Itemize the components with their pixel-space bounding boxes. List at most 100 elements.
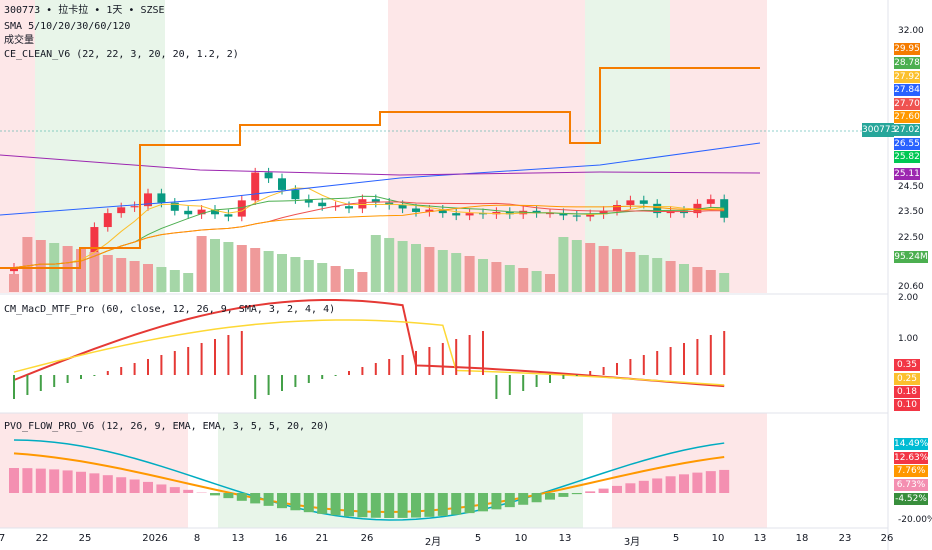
macd-hist-bar bbox=[187, 347, 190, 375]
volume-bar bbox=[464, 256, 475, 292]
candle-body bbox=[425, 209, 434, 212]
last-price-badge[interactable]: 300773 bbox=[862, 123, 897, 137]
pvo-hist-bar bbox=[464, 493, 475, 514]
candle-body bbox=[318, 202, 327, 207]
x-axis-label: 25 bbox=[78, 533, 92, 544]
volume-bar bbox=[437, 250, 448, 292]
volume-bar bbox=[411, 244, 421, 292]
x-axis-label: 13 bbox=[753, 533, 767, 544]
volume-bar bbox=[571, 240, 582, 292]
candle-body bbox=[626, 200, 635, 205]
volume-bar bbox=[303, 260, 314, 292]
volume-bar bbox=[491, 262, 502, 292]
macd-hist-bar bbox=[709, 335, 712, 375]
pvo-hist-bar bbox=[638, 480, 649, 493]
macd-hist-bar bbox=[535, 375, 538, 387]
volume-bar bbox=[612, 249, 622, 292]
macd-hist-bar bbox=[441, 343, 444, 375]
x-axis-label: 13 bbox=[231, 533, 245, 544]
volume-bar bbox=[22, 237, 33, 292]
macd-hist-bar bbox=[549, 375, 551, 383]
macd-hist-bar bbox=[468, 335, 471, 375]
candle-body bbox=[103, 213, 112, 228]
volume-bar bbox=[116, 258, 127, 292]
macd-hist-bar bbox=[562, 375, 565, 379]
symbol-legend[interactable]: 300773 • 拉卡拉 • 1天 • SZSE bbox=[4, 4, 165, 17]
pvo-hist-bar bbox=[518, 493, 529, 505]
volume-bar bbox=[317, 263, 328, 292]
pvo-hist-bar bbox=[705, 471, 716, 493]
pvo-hist-bar bbox=[76, 471, 86, 493]
candle-body bbox=[505, 211, 514, 215]
price-tag: 25.82 bbox=[894, 151, 920, 163]
pvo-tag: 12.63% bbox=[894, 452, 929, 464]
pvo-legend[interactable]: PVO_FLOW_PRO_V6 (12, 26, 9, EMA, EMA, 3,… bbox=[4, 421, 330, 432]
pvo-hist-bar bbox=[370, 493, 381, 518]
macd-hist-bar bbox=[321, 375, 324, 379]
candle-body bbox=[465, 213, 474, 216]
macd-hist-bar bbox=[307, 375, 310, 383]
price-axis-label: 32.00 bbox=[898, 26, 924, 36]
macd-hist-bar bbox=[147, 359, 149, 375]
pvo-hist-bar bbox=[531, 493, 542, 503]
macd-hist-bar bbox=[401, 355, 404, 375]
candle-body bbox=[224, 214, 233, 217]
ce-clean-legend[interactable]: CE_CLEAN_V6 (22, 22, 3, 20, 20, 1.2, 2) bbox=[4, 49, 239, 60]
x-axis-label: 18 bbox=[795, 533, 809, 544]
macd-legend[interactable]: CM_MacD_MTF_Pro (60, close, 12, 26, 9, S… bbox=[4, 304, 336, 315]
macd-hist-bar bbox=[575, 375, 578, 376]
pvo-hist-bar bbox=[491, 493, 502, 510]
volume-bar bbox=[518, 268, 529, 292]
pvo-hist-bar bbox=[156, 484, 167, 493]
candle-body bbox=[479, 213, 487, 215]
pvo-hist-bar bbox=[437, 493, 448, 516]
volume-bar bbox=[598, 246, 609, 292]
price-tag: 27.60 bbox=[894, 111, 920, 123]
exchange-label: SZSE bbox=[140, 5, 165, 16]
macd-hist-bar bbox=[267, 375, 270, 395]
pvo-hist-bar bbox=[223, 493, 234, 499]
interval-label[interactable]: 1天 bbox=[106, 5, 123, 16]
candle-body bbox=[278, 178, 286, 190]
price-tag: 27.70 bbox=[894, 98, 920, 110]
x-axis-label: 10 bbox=[514, 533, 528, 544]
pvo-hist-bar bbox=[665, 476, 676, 493]
macd-tag: 0.10 bbox=[894, 399, 920, 411]
x-axis-label: 2026 bbox=[142, 533, 168, 544]
volume-bar bbox=[531, 271, 542, 292]
pvo-axis-label: -20.00% bbox=[898, 515, 932, 525]
price-tag: 29.95 bbox=[894, 43, 920, 55]
sep-3: • bbox=[128, 5, 135, 16]
candle-body bbox=[144, 193, 152, 207]
candle-body bbox=[559, 213, 568, 216]
macd-hist-bar bbox=[66, 375, 69, 383]
macd-hist-bar bbox=[120, 367, 123, 375]
sma-legend[interactable]: SMA 5/10/20/30/60/120 bbox=[4, 21, 131, 32]
symbol-code[interactable]: 300773 bbox=[4, 5, 41, 16]
macd-hist-bar bbox=[482, 331, 484, 375]
pvo-hist-bar bbox=[451, 493, 462, 515]
volume-bar bbox=[397, 241, 408, 292]
volume-bar bbox=[156, 267, 167, 292]
macd-hist-bar bbox=[696, 339, 699, 375]
pvo-hist-bar bbox=[236, 493, 247, 501]
volume-bar bbox=[705, 270, 716, 292]
volume-legend[interactable]: 成交量 bbox=[4, 35, 34, 46]
macd-axis-label: 2.00 bbox=[898, 293, 919, 303]
volume-bar bbox=[277, 254, 287, 292]
macd-hist-bar bbox=[13, 375, 15, 399]
pvo-hist-bar bbox=[571, 493, 582, 495]
pvo-hist-bar bbox=[210, 493, 220, 496]
macd-hist-bar bbox=[616, 363, 618, 375]
pvo-hist-bar bbox=[384, 493, 395, 518]
macd-axis-label: 1.00 bbox=[898, 334, 919, 344]
macd-hist-bar bbox=[669, 347, 672, 375]
volume-bar bbox=[384, 238, 395, 292]
price-tag: 27.92 bbox=[894, 71, 920, 83]
volume-bar bbox=[625, 252, 636, 292]
macd-hist-bar bbox=[495, 375, 498, 399]
x-axis-label: 3月 bbox=[623, 537, 641, 548]
x-axis-label: 8 bbox=[193, 533, 201, 544]
price-tag: 25.11 bbox=[894, 168, 920, 180]
